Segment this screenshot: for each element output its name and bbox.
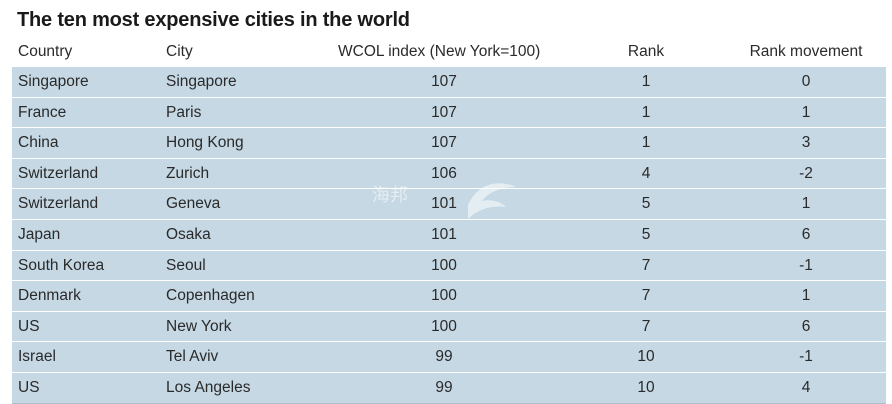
cell-rank: 5 — [641, 225, 651, 243]
table-row: France Paris 107 1 1 — [12, 98, 886, 129]
cell-city: Paris — [166, 103, 202, 121]
cell-movement: 0 — [801, 73, 811, 90]
cell-city: Copenhagen — [166, 287, 255, 305]
cell-country: Japan — [18, 225, 61, 243]
table-row: Switzerland Zurich 106 4 -2 — [12, 159, 886, 190]
cell-city: Hong Kong — [166, 134, 244, 152]
cell-country: US — [18, 378, 40, 396]
cell-movement: 1 — [801, 195, 811, 213]
cities-table: Singapore Singapore 107 1 0 France Paris 107 1 1 C… — [12, 67, 886, 404]
table-row: Denmark Copenhagen 100 7 1 — [12, 281, 886, 312]
table-row: South Korea Seoul 100 7 -1 — [12, 251, 886, 282]
cell-index: 101 — [431, 225, 457, 243]
cell-rank: 10 — [637, 378, 655, 396]
cell-movement: 6 — [801, 317, 811, 335]
cell-country: South Korea — [18, 256, 105, 274]
cell-index: 99 — [435, 348, 453, 366]
cell-rank: 7 — [641, 287, 651, 305]
cell-country: US — [18, 317, 40, 335]
cell-city: Singapore — [166, 73, 237, 90]
cell-city: Seoul — [166, 256, 206, 274]
cell-movement: -1 — [799, 348, 813, 366]
cell-city: Los Angeles — [166, 378, 251, 396]
cell-city: Zurich — [166, 164, 210, 182]
column-header-country: Country — [18, 43, 73, 60]
table-row: Switzerland Geneva 101 5 1 — [12, 189, 886, 220]
cell-index: 107 — [431, 73, 457, 90]
cell-rank: 7 — [641, 317, 651, 335]
cell-city: Osaka — [166, 225, 211, 243]
column-header-index: WCOL index (New York=100) — [338, 43, 541, 60]
cell-country: China — [18, 134, 59, 152]
cell-movement: 3 — [801, 134, 811, 152]
cell-index: 107 — [431, 103, 457, 121]
column-header-movement: Rank movement — [749, 43, 863, 60]
table-row: China Hong Kong 107 1 3 — [12, 128, 886, 159]
table-title: The ten most expensive cities in the wor… — [17, 9, 410, 31]
cell-rank: 1 — [641, 134, 651, 152]
cell-rank: 5 — [641, 195, 651, 213]
table-row: Singapore Singapore 107 1 0 — [12, 67, 886, 98]
cell-movement: -1 — [799, 256, 813, 274]
cell-rank: 10 — [637, 348, 655, 366]
table-header: Country City WCOL index (New York=100) R… — [12, 38, 886, 66]
table-row: US New York 100 7 6 — [12, 312, 886, 343]
table-row: Japan Osaka 101 5 6 — [12, 220, 886, 251]
cell-rank: 1 — [641, 103, 651, 121]
cell-index: 101 — [431, 195, 457, 213]
cell-rank: 4 — [641, 164, 651, 182]
cell-movement: -2 — [799, 164, 813, 182]
cell-index: 99 — [435, 378, 453, 396]
cell-country: Israel — [18, 348, 56, 366]
cell-movement: 4 — [801, 378, 811, 396]
cell-index: 100 — [431, 317, 457, 335]
table-row: US Los Angeles 99 10 4 — [12, 373, 886, 403]
cell-city: Geneva — [166, 195, 221, 213]
cell-country: Singapore — [18, 73, 89, 90]
cell-country: Denmark — [18, 287, 81, 305]
cell-movement: 6 — [801, 225, 811, 243]
cell-country: Switzerland — [18, 164, 99, 182]
table-row: Israel Tel Aviv 99 10 -1 — [12, 342, 886, 373]
cell-country: Switzerland — [18, 195, 99, 213]
column-header-rank: Rank — [627, 43, 665, 60]
cell-rank: 1 — [641, 73, 651, 90]
cell-rank: 7 — [641, 256, 651, 274]
column-header-city: City — [166, 43, 193, 60]
cell-city: New York — [166, 317, 232, 335]
cell-movement: 1 — [801, 103, 811, 121]
cell-index: 100 — [431, 256, 457, 274]
cell-city: Tel Aviv — [166, 348, 219, 366]
cell-index: 107 — [431, 134, 457, 152]
cell-index: 100 — [431, 287, 457, 305]
cell-movement: 1 — [801, 287, 811, 305]
cell-index: 106 — [431, 164, 457, 182]
cell-country: France — [18, 103, 67, 121]
